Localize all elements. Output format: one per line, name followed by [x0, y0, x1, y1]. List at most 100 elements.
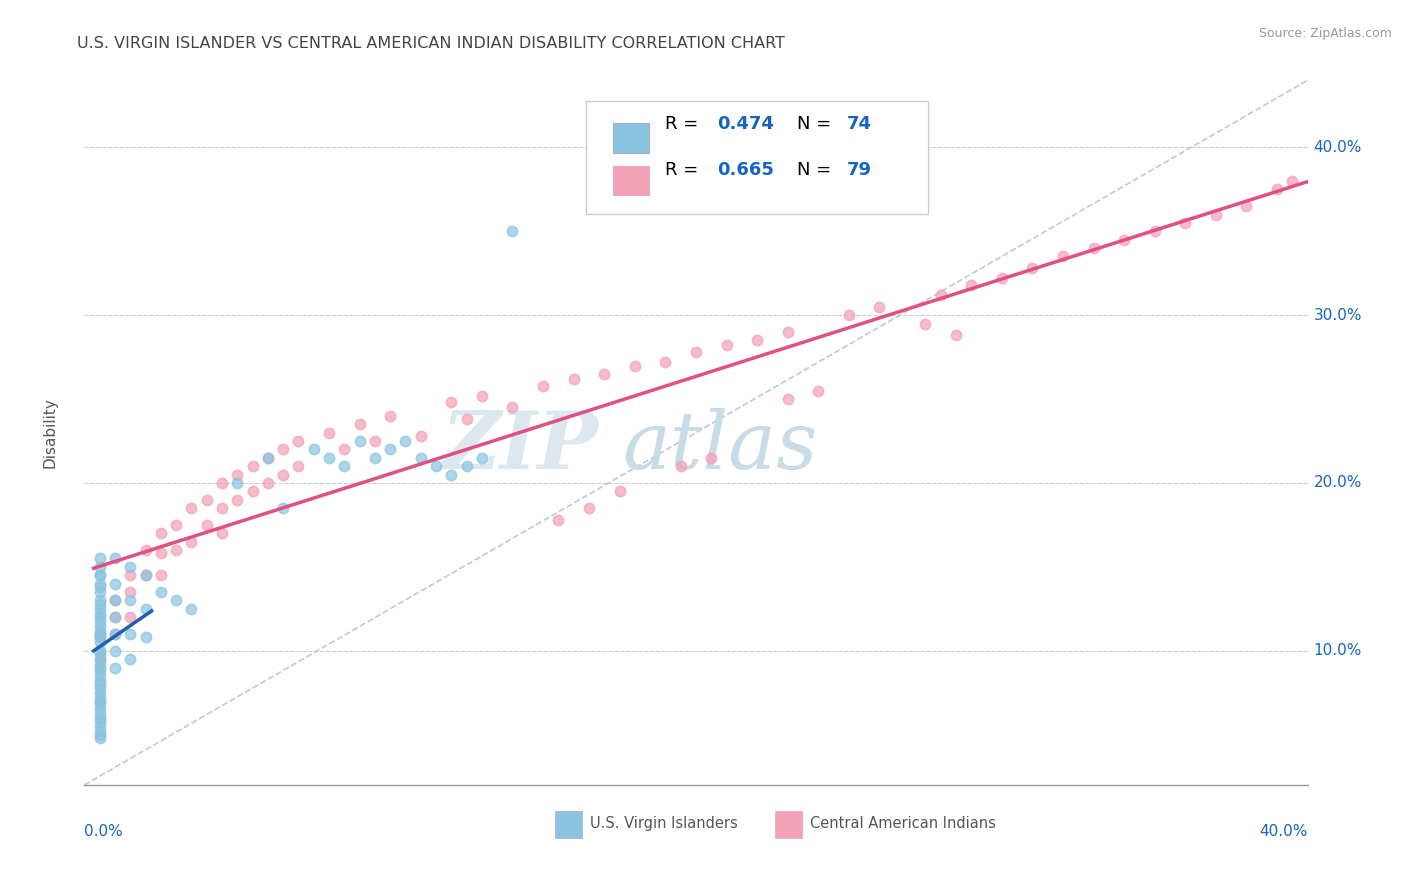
Point	[120, 585, 142, 599]
Point	[104, 593, 127, 607]
Point	[440, 467, 463, 482]
Point	[104, 593, 127, 607]
Point	[1021, 261, 1043, 276]
Point	[380, 442, 402, 457]
Point	[302, 442, 325, 457]
Point	[89, 711, 111, 725]
Point	[1236, 199, 1258, 213]
Point	[135, 568, 157, 582]
Point	[271, 467, 294, 482]
Point	[120, 568, 142, 582]
Point	[89, 702, 111, 716]
Point	[685, 345, 707, 359]
Point	[425, 459, 447, 474]
Text: R =: R =	[665, 115, 704, 133]
Text: Central American Indians: Central American Indians	[810, 816, 995, 831]
Point	[89, 627, 111, 641]
Point	[318, 425, 340, 440]
Point	[89, 664, 111, 678]
Point	[747, 334, 769, 348]
Point	[502, 401, 524, 415]
Point	[89, 551, 111, 566]
Point	[89, 673, 111, 688]
Point	[89, 585, 111, 599]
Point	[89, 576, 111, 591]
Point	[89, 681, 111, 695]
Point	[562, 372, 585, 386]
Point	[211, 501, 233, 516]
Point	[89, 677, 111, 691]
Point	[120, 559, 142, 574]
Point	[776, 392, 799, 406]
Point	[1114, 233, 1136, 247]
Point	[89, 719, 111, 733]
Point	[349, 417, 371, 432]
Text: U.S. Virgin Islanders: U.S. Virgin Islanders	[589, 816, 737, 831]
Point	[149, 585, 172, 599]
Point	[502, 224, 524, 238]
Point	[471, 389, 494, 403]
Point	[180, 602, 202, 616]
Point	[135, 568, 157, 582]
Point	[318, 450, 340, 465]
Text: 0.0%: 0.0%	[84, 823, 124, 838]
Point	[89, 568, 111, 582]
Point	[120, 652, 142, 666]
Point	[149, 568, 172, 582]
Point	[104, 644, 127, 658]
Point	[1083, 241, 1105, 255]
Point	[609, 484, 631, 499]
Point	[120, 627, 142, 641]
Point	[89, 630, 111, 644]
Point	[929, 288, 952, 302]
Point	[89, 686, 111, 700]
Text: 20.0%: 20.0%	[1313, 475, 1362, 491]
Point	[89, 714, 111, 729]
Point	[89, 657, 111, 672]
Point	[89, 652, 111, 666]
Point	[287, 459, 309, 474]
Point	[104, 576, 127, 591]
Point	[242, 484, 264, 499]
Point	[226, 475, 249, 490]
Text: 79: 79	[846, 161, 872, 178]
FancyBboxPatch shape	[555, 811, 582, 838]
FancyBboxPatch shape	[613, 123, 650, 153]
Point	[838, 308, 860, 322]
Point	[120, 610, 142, 624]
Point	[226, 467, 249, 482]
Point	[409, 429, 432, 443]
Point	[1174, 216, 1197, 230]
Point	[89, 630, 111, 644]
Point	[89, 647, 111, 661]
Point	[180, 534, 202, 549]
Point	[165, 517, 187, 532]
Point	[257, 450, 280, 465]
Point	[776, 325, 799, 339]
Point	[195, 517, 218, 532]
Point	[333, 442, 356, 457]
Point	[624, 359, 647, 373]
Point	[242, 459, 264, 474]
Point	[991, 271, 1014, 285]
Point	[104, 627, 127, 641]
Text: N =: N =	[797, 115, 838, 133]
Point	[89, 707, 111, 722]
Point	[211, 526, 233, 541]
Point	[380, 409, 402, 423]
Point	[135, 602, 157, 616]
FancyBboxPatch shape	[586, 102, 928, 214]
Point	[104, 660, 127, 674]
Point	[89, 724, 111, 739]
Text: 40.0%: 40.0%	[1260, 823, 1308, 838]
Point	[456, 459, 478, 474]
Point	[394, 434, 416, 448]
Point	[89, 610, 111, 624]
Point	[89, 627, 111, 641]
Point	[165, 593, 187, 607]
Point	[1281, 174, 1303, 188]
Point	[104, 627, 127, 641]
Text: N =: N =	[797, 161, 838, 178]
Point	[165, 543, 187, 558]
Point	[89, 694, 111, 708]
